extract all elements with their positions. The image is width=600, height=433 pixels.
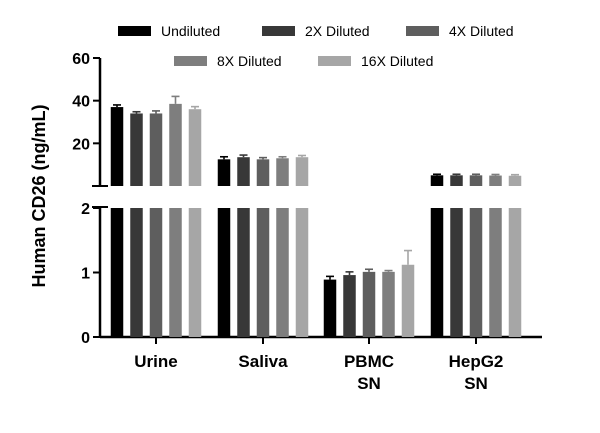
bar-group bbox=[450, 173, 463, 337]
bar bbox=[450, 208, 463, 337]
bar bbox=[430, 208, 444, 337]
bar bbox=[489, 208, 502, 337]
y-tick-label: 2 bbox=[81, 201, 90, 218]
bar-upper-segment bbox=[149, 113, 163, 186]
bar-upper-segment bbox=[450, 175, 463, 186]
y-tick-label: 60 bbox=[72, 51, 90, 68]
bar-group bbox=[110, 104, 124, 337]
bar-group bbox=[362, 268, 376, 337]
legend-label: 4X Diluted bbox=[449, 23, 514, 39]
bar-group bbox=[430, 173, 444, 337]
legend: Undiluted 2X Diluted 4X Diluted 8X Diluted 1… bbox=[118, 23, 514, 69]
bar-group bbox=[323, 275, 337, 337]
bar-upper-segment bbox=[489, 175, 502, 186]
bar-upper-segment bbox=[430, 175, 444, 186]
legend-item: 2X Diluted bbox=[262, 23, 370, 39]
bar-upper-segment bbox=[295, 157, 309, 186]
legend-swatch bbox=[406, 26, 439, 36]
bar bbox=[323, 279, 337, 337]
bar bbox=[237, 208, 250, 337]
bar-upper-segment bbox=[508, 175, 522, 186]
bar bbox=[362, 271, 376, 337]
x-tick-labels: Urine Saliva PBMC SN HepG2 SN bbox=[134, 352, 503, 393]
bar-group bbox=[401, 249, 415, 337]
legend-swatch bbox=[118, 26, 151, 36]
bar-group bbox=[469, 173, 483, 337]
bar-group bbox=[149, 110, 163, 337]
bar-upper-segment bbox=[188, 109, 202, 186]
bar bbox=[217, 208, 231, 337]
bar bbox=[256, 208, 270, 337]
bar-group bbox=[382, 269, 395, 337]
bar-group bbox=[489, 173, 502, 337]
legend-swatch bbox=[318, 56, 351, 66]
bar-upper-segment bbox=[110, 107, 124, 186]
legend-swatch bbox=[174, 56, 207, 66]
y-tick-label: 40 bbox=[72, 94, 90, 111]
bar-group bbox=[276, 155, 289, 337]
bar bbox=[343, 275, 356, 337]
legend-label: 8X Diluted bbox=[217, 53, 282, 69]
bar-group bbox=[256, 156, 270, 337]
bar bbox=[130, 208, 143, 337]
bar-group bbox=[169, 95, 182, 337]
bar-upper-segment bbox=[469, 175, 483, 186]
bar-group bbox=[237, 154, 250, 337]
bar-upper-segment bbox=[256, 159, 270, 186]
y-tick-label: 20 bbox=[72, 136, 90, 153]
bar-upper-segment bbox=[169, 103, 182, 186]
x-tick-label-line: SN bbox=[357, 374, 381, 393]
bar bbox=[382, 271, 395, 337]
legend-item: Undiluted bbox=[118, 23, 220, 39]
bar bbox=[110, 208, 124, 337]
bars bbox=[110, 95, 522, 337]
y-tick-label: 0 bbox=[81, 330, 90, 347]
bar-group bbox=[130, 110, 143, 337]
x-tick-label-line: Urine bbox=[134, 352, 177, 371]
bar-group bbox=[188, 105, 202, 337]
bar bbox=[295, 208, 309, 337]
x-tick-label: PBMC SN bbox=[344, 352, 394, 393]
x-tick-label: Urine bbox=[134, 352, 177, 371]
bar-upper-segment bbox=[217, 159, 231, 186]
bar-group bbox=[343, 271, 356, 337]
bar bbox=[401, 264, 415, 337]
bar bbox=[149, 208, 163, 337]
x-tick-label-line: Saliva bbox=[238, 352, 288, 371]
x-tick-label: HepG2 SN bbox=[449, 352, 504, 393]
legend-swatch bbox=[262, 26, 295, 36]
bar-group bbox=[217, 155, 231, 337]
bar bbox=[276, 208, 289, 337]
y-axis-label: Human CD26 (ng/mL) bbox=[29, 104, 49, 287]
bar bbox=[508, 208, 522, 337]
legend-label: 2X Diluted bbox=[305, 23, 370, 39]
legend-item: 16X Diluted bbox=[318, 53, 433, 69]
bar-upper-segment bbox=[276, 158, 289, 186]
bar bbox=[188, 208, 202, 337]
legend-item: 4X Diluted bbox=[406, 23, 514, 39]
bar-upper-segment bbox=[237, 157, 250, 186]
x-tick-label-line: PBMC bbox=[344, 352, 394, 371]
legend-label: 16X Diluted bbox=[361, 53, 433, 69]
legend-label: Undiluted bbox=[161, 23, 220, 39]
bar-group bbox=[295, 154, 309, 337]
bar-group bbox=[508, 173, 522, 337]
legend-item: 8X Diluted bbox=[174, 53, 282, 69]
x-tick-label: Saliva bbox=[238, 352, 288, 371]
x-tick-label-line: SN bbox=[464, 374, 488, 393]
bar bbox=[169, 208, 182, 337]
bar bbox=[469, 208, 483, 337]
y-tick-label: 1 bbox=[81, 266, 90, 283]
x-tick-label-line: HepG2 bbox=[449, 352, 504, 371]
bar-upper-segment bbox=[130, 113, 143, 186]
